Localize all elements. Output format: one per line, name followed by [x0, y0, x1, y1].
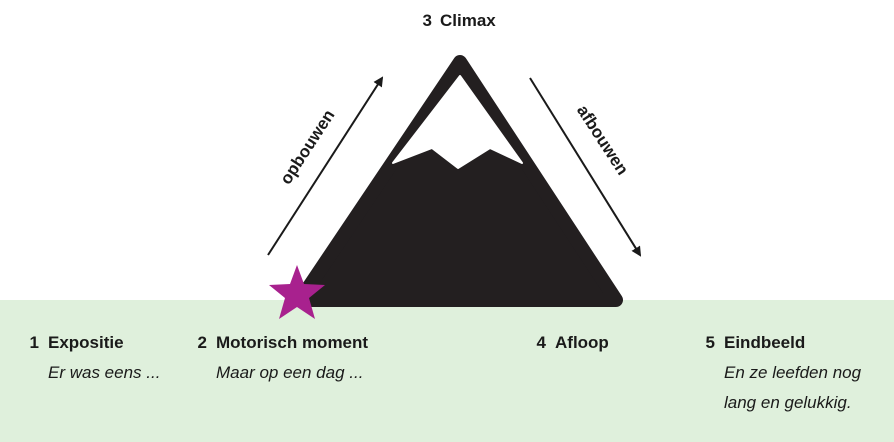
- stage-subtitle: Maar op een dag ...: [216, 363, 363, 382]
- stage-number: 4: [537, 333, 547, 352]
- stage-subtitle: lang en gelukkig.: [724, 393, 852, 412]
- stage-subtitle: Er was eens ...: [48, 363, 160, 382]
- stage-title: Motorisch moment: [216, 333, 368, 352]
- stage-title: Expositie: [48, 333, 124, 352]
- arrow-down-label: afbouwen: [573, 102, 632, 179]
- stage-number: 5: [706, 333, 715, 352]
- stage-number: 2: [198, 333, 207, 352]
- arrow-up-label: opbouwen: [276, 106, 338, 188]
- stage-subtitle: En ze leefden nog: [724, 363, 862, 382]
- story-diagram: opbouwen afbouwen 3 Climax 1 Expositie Er …: [0, 0, 894, 442]
- stage-title: Eindbeeld: [724, 333, 805, 352]
- climax-number: 3: [423, 11, 432, 30]
- climax-title: Climax: [440, 11, 496, 30]
- stage-number: 1: [30, 333, 39, 352]
- stage-title: Afloop: [555, 333, 609, 352]
